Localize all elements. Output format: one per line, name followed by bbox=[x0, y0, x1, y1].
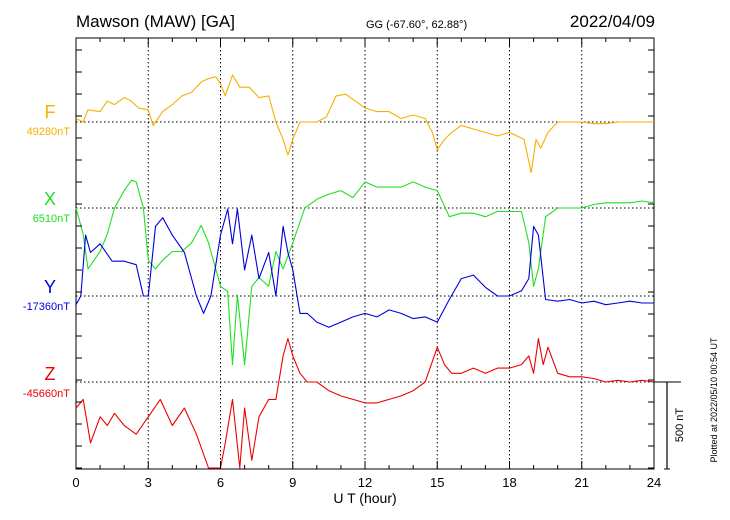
station-coords: GG (-67.60°, 62.88°) bbox=[366, 19, 467, 31]
series-baseline-y: -17360nT bbox=[23, 301, 70, 313]
x-tick-label: 21 bbox=[575, 475, 589, 490]
scale-bar bbox=[654, 381, 681, 470]
plotted-at-label: Plotted at 2022/05/10 00:54 UT bbox=[709, 337, 719, 463]
x-axis: 0 3 6 9 12 15 18 21 24 bbox=[72, 38, 661, 490]
series-name-y: Y bbox=[44, 277, 56, 297]
x-tick-label: 18 bbox=[502, 475, 516, 490]
series-line-f bbox=[75, 74, 654, 174]
series-baseline-z: -45660nT bbox=[23, 388, 70, 400]
series-line-y bbox=[75, 208, 654, 328]
series-line-z bbox=[75, 337, 655, 469]
series-baseline-x: 6510nT bbox=[33, 213, 71, 225]
x-tick-label: 0 bbox=[72, 475, 79, 490]
x-tick-label: 9 bbox=[289, 475, 296, 490]
x-tick-label: 6 bbox=[217, 475, 224, 490]
grid bbox=[76, 38, 654, 469]
x-tick-label: 12 bbox=[358, 475, 372, 490]
scale-bar-label: 500 nT bbox=[674, 408, 686, 443]
x-tick-label: 3 bbox=[145, 475, 152, 490]
date-label: 2022/04/09 bbox=[570, 12, 655, 31]
series-name-z: Z bbox=[45, 364, 56, 384]
x-tick-label: 24 bbox=[647, 475, 661, 490]
series-name-f: F bbox=[45, 102, 56, 122]
x-tick-label: 15 bbox=[430, 475, 444, 490]
series-line-x bbox=[75, 179, 655, 366]
series-group: F 49280nT X 6510nT Y -17360nT Z -45660nT bbox=[23, 74, 655, 469]
series-baseline-f: 49280nT bbox=[27, 126, 71, 138]
x-axis-label: U T (hour) bbox=[333, 490, 396, 506]
series-name-x: X bbox=[44, 189, 56, 209]
station-title: Mawson (MAW) [GA] bbox=[76, 12, 235, 31]
